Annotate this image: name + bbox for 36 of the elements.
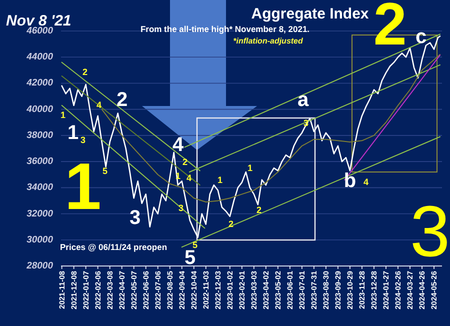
chart-subtitle: From the all-time high* November 8, 2021.	[140, 24, 310, 34]
annotation: 2	[373, 0, 407, 58]
annotation: 5	[102, 166, 108, 176]
y-tick-label: 32000	[26, 208, 54, 220]
annotation: a	[297, 89, 310, 111]
annotation: 5	[184, 247, 196, 269]
annotation: 1	[217, 175, 223, 185]
annotation: 1	[60, 110, 66, 120]
annotation: 2	[256, 205, 262, 215]
annotation: 1	[64, 149, 102, 223]
annotation: 1	[67, 122, 79, 144]
y-tick-label: 38000	[26, 130, 54, 141]
annotation: 1	[247, 163, 253, 173]
annotation: 2	[116, 89, 128, 111]
y-tick-label: 34000	[26, 182, 54, 194]
y-tick-label: 40000	[26, 104, 54, 115]
annotation: 2	[82, 67, 88, 77]
annotation: 5	[192, 240, 198, 250]
chart-title: Aggregate Index	[251, 6, 370, 22]
y-tick-label: 30000	[26, 234, 54, 246]
y-tick-label: 44000	[26, 52, 54, 63]
annotation: 3	[80, 135, 86, 145]
annotation: 4	[186, 173, 192, 183]
annotation: 2	[182, 157, 188, 167]
annotation: 4	[363, 177, 369, 187]
annotation: *inflation-adjusted	[233, 36, 304, 46]
y-tick-label: 28000	[26, 260, 54, 272]
annotation: Prices @ 06/11/24 preopen	[60, 242, 168, 252]
annotation: 4	[172, 134, 184, 156]
annotation: 4	[96, 100, 102, 110]
annotation: c	[415, 26, 427, 48]
y-tick-label: 36000	[26, 156, 54, 168]
annotation: b	[344, 170, 356, 192]
y-tick-label: 42000	[26, 78, 54, 89]
annotation: 3	[129, 207, 141, 229]
annotation: 3	[410, 192, 450, 272]
